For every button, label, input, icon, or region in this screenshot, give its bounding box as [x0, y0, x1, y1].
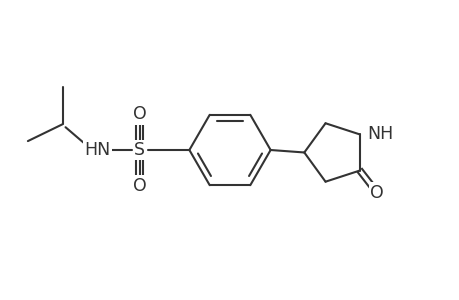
Text: O: O: [133, 105, 146, 123]
Text: S: S: [134, 141, 145, 159]
Text: HN: HN: [84, 141, 110, 159]
Text: O: O: [133, 177, 146, 195]
Text: O: O: [369, 184, 383, 202]
Text: NH: NH: [366, 125, 392, 143]
